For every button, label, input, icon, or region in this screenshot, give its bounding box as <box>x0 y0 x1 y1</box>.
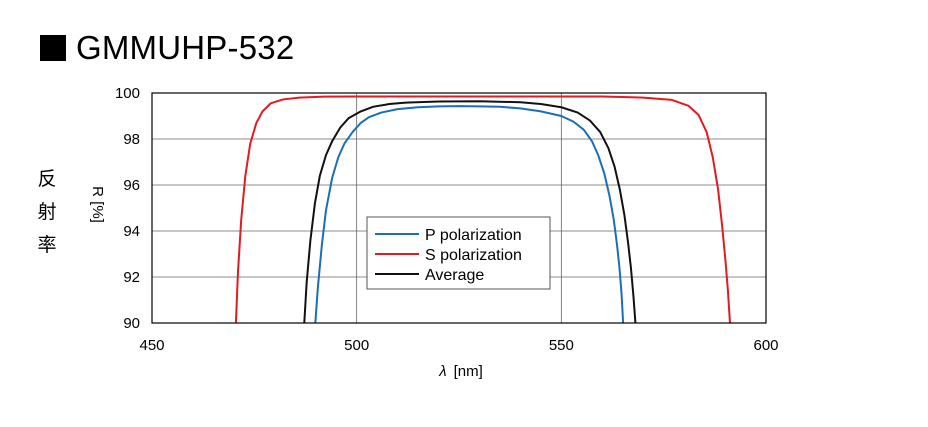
legend-label: S polarization <box>425 247 522 264</box>
tick-labels: 90 92 94 96 98 100 450 500 550 600 <box>115 85 779 354</box>
x-axis-label: λ [nm] <box>438 363 483 380</box>
y-tick-label: 90 <box>123 315 140 332</box>
x-tick-label: 450 <box>139 337 164 354</box>
side-label-char-1: 反 <box>37 168 57 190</box>
side-label-char-3: 率 <box>37 234 57 256</box>
series-line-p-polarization <box>314 105 625 324</box>
y-tick-label: 92 <box>123 269 140 286</box>
reflectance-side-label: 反 射 率 <box>35 163 59 262</box>
plot-frame <box>151 92 767 324</box>
y-tick-label: 100 <box>115 85 140 102</box>
y-tick-label: 94 <box>123 223 140 240</box>
side-label-char-2: 射 <box>37 201 57 223</box>
x-tick-label: 600 <box>753 337 778 354</box>
x-tick-label: 550 <box>549 337 574 354</box>
legend-label: P polarization <box>425 227 522 244</box>
title-text: GMMUHP-532 <box>76 29 295 66</box>
title-square-bullet <box>40 35 66 61</box>
x-tick-label: 500 <box>344 337 369 354</box>
legend-label: Average <box>425 267 484 284</box>
y-tick-label: 96 <box>123 177 140 194</box>
series-layer <box>234 95 731 324</box>
x-axis-symbol: λ <box>438 363 446 380</box>
legend: P polarization S polarization Average <box>366 216 551 290</box>
series-line-s-polarization <box>234 95 731 324</box>
x-axis-unit: [nm] <box>454 363 483 380</box>
series-line-average <box>303 100 637 324</box>
y-tick-label: 98 <box>123 131 140 148</box>
page-title: GMMUHP-532 <box>40 28 294 68</box>
